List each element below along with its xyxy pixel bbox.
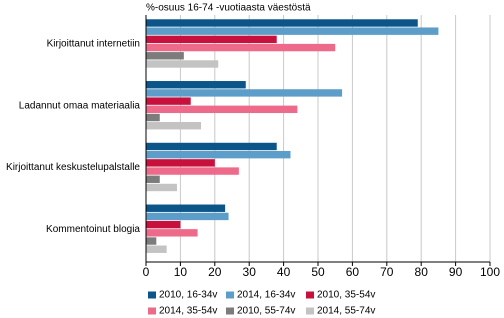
x-tick-label: 20 bbox=[208, 265, 222, 279]
legend-swatch bbox=[226, 291, 234, 299]
bar bbox=[146, 19, 418, 27]
category-label: Kirjoittanut keskustelupalstalle bbox=[6, 162, 140, 173]
bar bbox=[146, 167, 239, 175]
bar bbox=[146, 43, 336, 52]
bar bbox=[146, 122, 202, 130]
legend-label: 2014, 16-34v bbox=[237, 290, 295, 301]
bar bbox=[146, 245, 167, 253]
legend-label: 2010, 55-74v bbox=[237, 306, 295, 317]
x-tick-label: 10 bbox=[174, 265, 188, 279]
x-tick-label: 70 bbox=[380, 265, 394, 279]
legend-label: 2010, 35-54v bbox=[317, 290, 375, 301]
legend-swatch bbox=[306, 307, 314, 315]
bar bbox=[146, 212, 229, 221]
bar bbox=[146, 52, 184, 60]
bar bbox=[146, 142, 277, 151]
category-label: Ladannut omaa materiaalia bbox=[19, 100, 141, 111]
legend-swatch bbox=[148, 291, 156, 299]
bar bbox=[146, 183, 177, 192]
legend-label: 2014, 55-74v bbox=[317, 306, 375, 317]
bar bbox=[146, 105, 298, 114]
bar bbox=[146, 220, 181, 229]
bar bbox=[146, 89, 343, 97]
bar bbox=[146, 175, 160, 183]
category-label: Kirjoittanut internetiin bbox=[47, 39, 140, 50]
x-tick-label: 0 bbox=[143, 265, 150, 279]
bar bbox=[146, 113, 160, 122]
legend-label: 2010, 16-34v bbox=[159, 290, 217, 301]
x-tick-label: 50 bbox=[311, 265, 325, 279]
chart-title: %-osuus 16-74 -vuotiaasta väestöstä bbox=[146, 3, 311, 14]
x-tick-label: 40 bbox=[277, 265, 291, 279]
bar bbox=[146, 237, 157, 245]
category-label: Kommentoinut blogia bbox=[46, 224, 140, 235]
x-tick-label: 60 bbox=[346, 265, 360, 279]
x-tick-label: 80 bbox=[415, 265, 429, 279]
bar bbox=[146, 150, 291, 159]
legend-label: 2014, 35-54v bbox=[159, 306, 217, 317]
x-tick-label: 100 bbox=[480, 265, 500, 279]
legend-swatch bbox=[148, 307, 156, 315]
legend-swatch bbox=[306, 291, 314, 299]
bar bbox=[146, 204, 226, 212]
bar bbox=[146, 159, 215, 167]
legend-swatch bbox=[226, 307, 234, 315]
x-tick-label: 30 bbox=[243, 265, 257, 279]
bar bbox=[146, 81, 246, 89]
bar bbox=[146, 97, 191, 105]
x-tick-label: 90 bbox=[449, 265, 463, 279]
bar bbox=[146, 229, 198, 237]
bar bbox=[146, 60, 219, 68]
bar bbox=[146, 35, 277, 44]
bar bbox=[146, 27, 439, 35]
